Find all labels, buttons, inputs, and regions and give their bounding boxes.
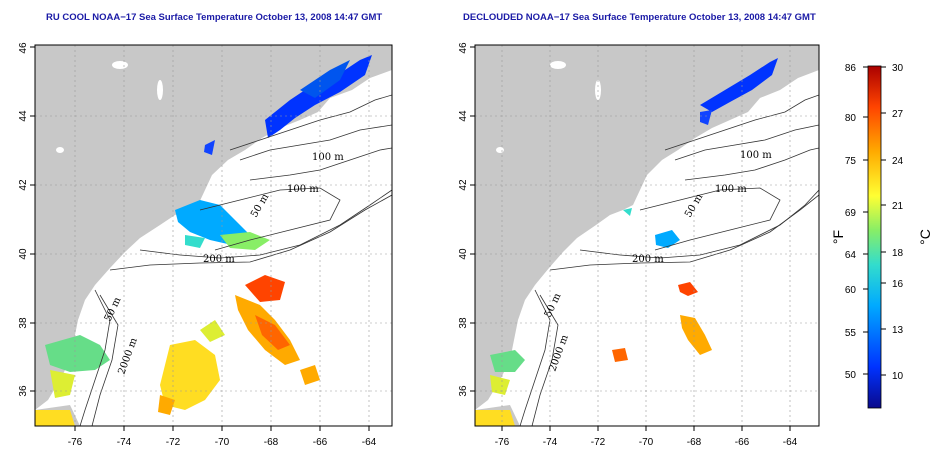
contour-label: 100 m bbox=[287, 184, 319, 195]
fahrenheit-tick-label: 60 bbox=[845, 285, 857, 296]
celsius-tick-label: 10 bbox=[892, 371, 904, 382]
land-mass bbox=[475, 45, 819, 410]
celsius-tick-label: 30 bbox=[892, 63, 904, 74]
fahrenheit-unit-label: °F bbox=[830, 230, 846, 244]
lon-tick-label: -68 bbox=[264, 437, 279, 448]
lon-tick-label: -70 bbox=[639, 437, 654, 448]
lon-tick-label: -68 bbox=[687, 437, 702, 448]
fahrenheit-tick-label: 75 bbox=[845, 156, 857, 167]
contour-label: 200 m bbox=[203, 254, 235, 265]
left-lon-axis: -76 -74 -72 -70 -68 -66 -64 bbox=[68, 426, 377, 448]
lat-tick-label: 44 bbox=[18, 110, 29, 122]
right-map-panel: 100 m 100 m 50 m 200 m 50 m 2000 m -76 -… bbox=[458, 42, 820, 448]
left-map-panel: 100 m 100 m 50 m 200 m 50 m 2000 m -76 -… bbox=[18, 42, 393, 448]
left-lat-axis: 36 38 40 42 44 46 bbox=[18, 42, 35, 397]
left-map-title: RU COOL NOAA−17 Sea Surface Temperature … bbox=[46, 12, 383, 23]
fahrenheit-tick-label: 55 bbox=[845, 328, 857, 339]
contour-label: 200 m bbox=[632, 254, 664, 265]
right-map-title: DECLOUDED NOAA−17 Sea Surface Temperatur… bbox=[463, 12, 816, 23]
celsius-tick-label: 24 bbox=[892, 156, 904, 167]
lat-tick-label: 44 bbox=[458, 110, 469, 122]
lat-tick-label: 40 bbox=[18, 248, 29, 260]
fahrenheit-tick-label: 50 bbox=[845, 370, 857, 381]
lon-tick-label: -76 bbox=[495, 437, 510, 448]
right-sst-observations bbox=[475, 58, 778, 426]
lon-tick-label: -66 bbox=[735, 437, 750, 448]
celsius-tick-label: 27 bbox=[892, 109, 904, 120]
lat-tick-label: 42 bbox=[458, 179, 469, 191]
celsius-tick-label: 16 bbox=[892, 279, 904, 290]
celsius-tick-label: 21 bbox=[892, 201, 904, 212]
celsius-tick-label: 13 bbox=[892, 325, 904, 336]
contour-label: 100 m bbox=[715, 184, 747, 195]
lat-tick-label: 36 bbox=[458, 385, 469, 397]
lat-tick-label: 46 bbox=[18, 42, 29, 54]
celsius-unit-label: °C bbox=[917, 229, 933, 245]
right-lat-axis: 36 38 40 42 44 46 bbox=[458, 42, 475, 397]
left-sst-observations bbox=[35, 55, 372, 426]
lat-tick-label: 36 bbox=[18, 385, 29, 397]
right-bathymetry-contours bbox=[519, 94, 819, 426]
lon-tick-label: -72 bbox=[591, 437, 606, 448]
lat-tick-label: 38 bbox=[458, 317, 469, 329]
celsius-ticks: 30 27 24 21 18 16 13 10 bbox=[881, 63, 904, 382]
contour-label: 100 m bbox=[740, 150, 772, 161]
fahrenheit-ticks: 86 80 75 69 64 60 55 50 bbox=[845, 63, 868, 381]
fahrenheit-tick-label: 64 bbox=[845, 250, 857, 261]
lon-tick-label: -64 bbox=[783, 437, 798, 448]
left-grid bbox=[35, 45, 392, 426]
fahrenheit-tick-label: 69 bbox=[845, 208, 857, 219]
lat-tick-label: 40 bbox=[458, 248, 469, 260]
lon-tick-label: -76 bbox=[68, 437, 83, 448]
temperature-colorbar: 86 80 75 69 64 60 55 50 30 27 24 21 18 1… bbox=[830, 63, 933, 409]
lat-tick-label: 38 bbox=[18, 317, 29, 329]
lon-tick-label: -70 bbox=[215, 437, 230, 448]
lon-tick-label: -74 bbox=[117, 437, 132, 448]
contour-label: 100 m bbox=[312, 152, 344, 163]
fahrenheit-tick-label: 86 bbox=[845, 63, 857, 74]
fahrenheit-tick-label: 80 bbox=[845, 113, 857, 124]
lon-tick-label: -72 bbox=[166, 437, 181, 448]
right-lon-axis: -76 -74 -72 -70 -68 -66 -64 bbox=[495, 426, 798, 448]
lon-tick-label: -64 bbox=[362, 437, 377, 448]
lon-tick-label: -74 bbox=[543, 437, 558, 448]
right-grid bbox=[475, 45, 819, 426]
lat-tick-label: 42 bbox=[18, 179, 29, 191]
lon-tick-label: -66 bbox=[313, 437, 328, 448]
lat-tick-label: 46 bbox=[458, 42, 469, 54]
celsius-tick-label: 18 bbox=[892, 248, 904, 259]
